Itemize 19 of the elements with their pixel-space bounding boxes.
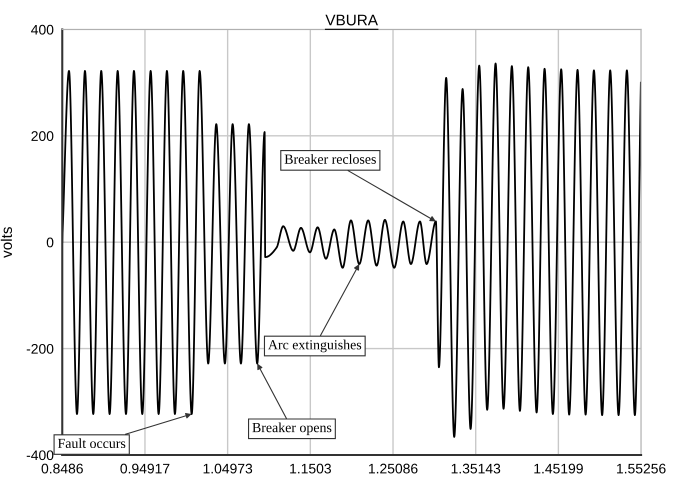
annotation: Breaker recloses	[284, 154, 376, 164]
x-tick-label: 1.35143	[452, 464, 500, 474]
y-tick-label: 200	[31, 131, 54, 142]
annotation: Fault occurs	[58, 438, 126, 448]
x-tick-label: 1.1503	[290, 464, 331, 474]
y-axis-title: volts	[0, 227, 12, 258]
x-tick-label: 1.04973	[204, 464, 252, 474]
annotation: Arc extinguishes	[268, 340, 362, 352]
y-tick-label: -400	[26, 450, 54, 460]
y-tick-label: 400	[31, 24, 54, 35]
x-tick-label: 1.55256	[617, 464, 666, 474]
x-tick-label: 1.45199	[534, 464, 583, 474]
x-tick-label: 1.25086	[368, 464, 418, 474]
y-tick-label: -200	[26, 344, 54, 354]
chart-title: VBURA	[325, 14, 378, 26]
y-tick-label: 0	[46, 238, 54, 248]
x-tick-label: 0.8486	[42, 464, 83, 474]
x-tick-label: 0.94917	[120, 464, 170, 474]
annotation: Breaker opens	[252, 422, 332, 436]
